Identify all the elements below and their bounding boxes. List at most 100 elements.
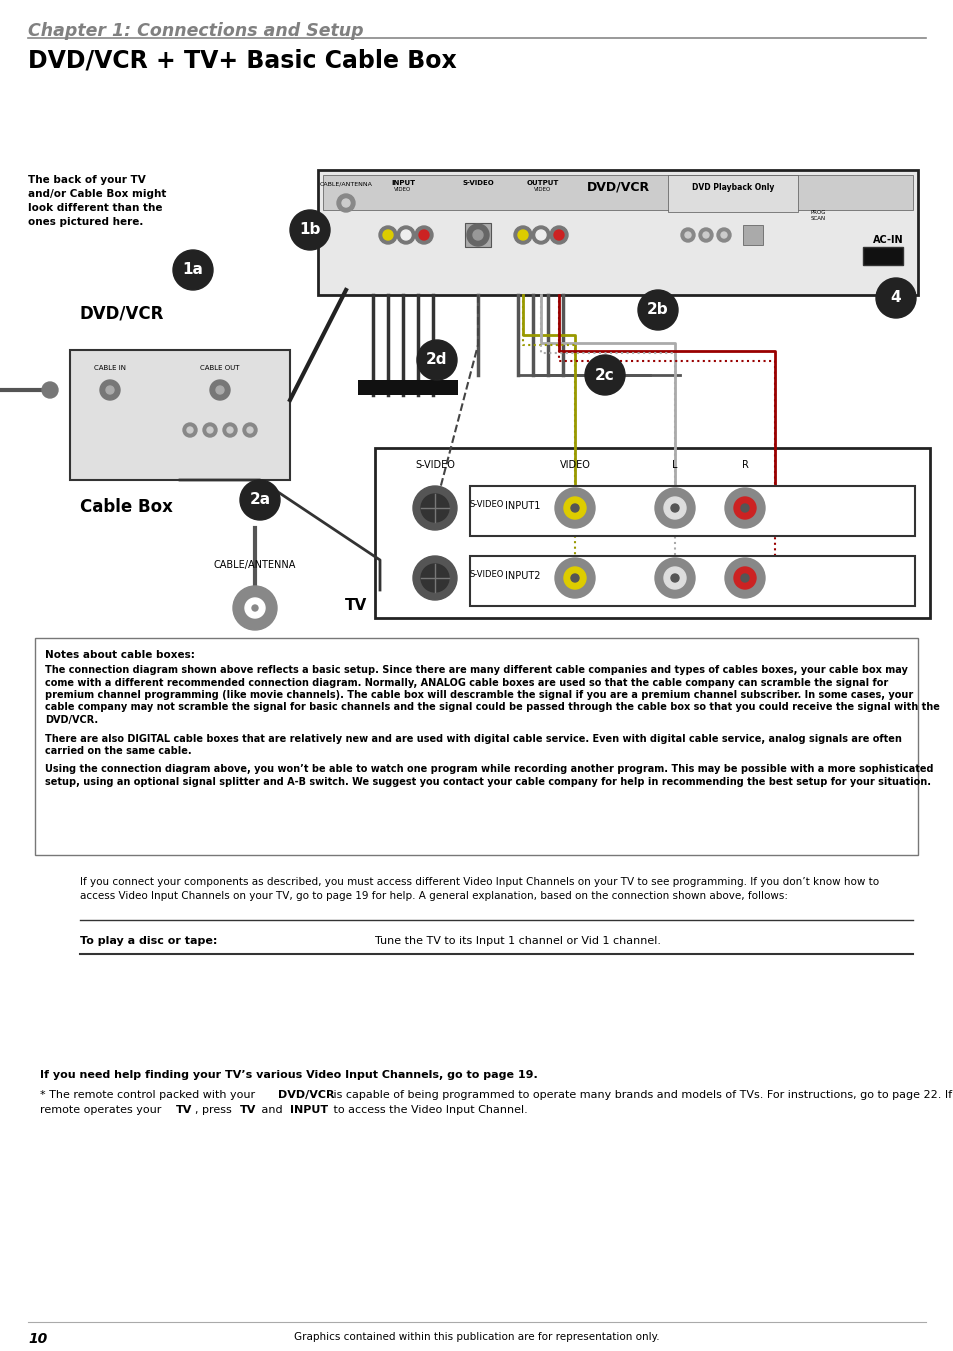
Circle shape bbox=[536, 230, 545, 240]
Circle shape bbox=[223, 423, 236, 436]
Text: 10: 10 bbox=[28, 1332, 48, 1346]
Text: CABLE/ANTENNA: CABLE/ANTENNA bbox=[319, 182, 372, 186]
Text: remote operates your: remote operates your bbox=[40, 1105, 165, 1115]
Text: cable company may not scramble the signal for basic channels and the signal coul: cable company may not scramble the signa… bbox=[45, 703, 939, 712]
Text: DVD/VCR: DVD/VCR bbox=[80, 305, 164, 323]
Circle shape bbox=[203, 423, 216, 436]
Text: Tune the TV to its Input 1 channel or Vid 1 channel.: Tune the TV to its Input 1 channel or Vi… bbox=[375, 936, 660, 946]
Circle shape bbox=[243, 423, 256, 436]
Text: INPUT: INPUT bbox=[391, 180, 415, 186]
Text: access Video Input Channels on your TV, go to page 19 for help. A general explan: access Video Input Channels on your TV, … bbox=[80, 892, 787, 901]
Text: VIDEO: VIDEO bbox=[559, 459, 590, 470]
Circle shape bbox=[638, 290, 678, 330]
Text: setup, using an optional signal splitter and A-B switch. We suggest you contact : setup, using an optional signal splitter… bbox=[45, 777, 930, 788]
Circle shape bbox=[571, 504, 578, 512]
Bar bbox=[742, 226, 762, 245]
Circle shape bbox=[724, 488, 764, 528]
Bar bbox=[317, 170, 917, 295]
Text: PROG
SCAN: PROG SCAN bbox=[809, 209, 825, 220]
Circle shape bbox=[252, 605, 257, 611]
Text: VIDEO: VIDEO bbox=[394, 186, 411, 192]
Circle shape bbox=[183, 423, 196, 436]
Circle shape bbox=[514, 226, 532, 245]
Circle shape bbox=[341, 199, 350, 207]
Text: , press: , press bbox=[194, 1105, 235, 1115]
Circle shape bbox=[467, 224, 489, 246]
Text: premium channel programming (like movie channels). The cable box will descramble: premium channel programming (like movie … bbox=[45, 690, 912, 700]
Text: INPUT: INPUT bbox=[290, 1105, 328, 1115]
Text: Chapter 1: Connections and Setup: Chapter 1: Connections and Setup bbox=[28, 22, 363, 41]
Circle shape bbox=[663, 497, 685, 519]
Circle shape bbox=[247, 427, 253, 434]
Bar bbox=[464, 223, 491, 247]
Circle shape bbox=[532, 226, 550, 245]
Circle shape bbox=[382, 230, 393, 240]
Text: DVD/VCR + TV+ Basic Cable Box: DVD/VCR + TV+ Basic Cable Box bbox=[28, 49, 456, 72]
Text: 2a: 2a bbox=[249, 493, 271, 508]
Text: TV: TV bbox=[344, 598, 367, 613]
Circle shape bbox=[702, 232, 708, 238]
Text: If you connect your components as described, you must access different Video Inp: If you connect your components as descri… bbox=[80, 877, 879, 888]
Circle shape bbox=[517, 230, 527, 240]
Text: TV: TV bbox=[175, 1105, 193, 1115]
Circle shape bbox=[720, 232, 726, 238]
Circle shape bbox=[420, 494, 449, 521]
Circle shape bbox=[215, 386, 224, 394]
Bar bbox=[357, 380, 457, 394]
Circle shape bbox=[740, 504, 748, 512]
Circle shape bbox=[210, 380, 230, 400]
Text: The connection diagram shown above reflects a basic setup. Since there are many : The connection diagram shown above refle… bbox=[45, 665, 907, 676]
Circle shape bbox=[336, 195, 355, 212]
Circle shape bbox=[670, 574, 679, 582]
Text: If you need help finding your TV’s various Video Input Channels, go to page 19.: If you need help finding your TV’s vario… bbox=[40, 1070, 537, 1079]
Circle shape bbox=[655, 488, 695, 528]
Circle shape bbox=[550, 226, 567, 245]
Text: 2d: 2d bbox=[426, 353, 447, 367]
Text: R: R bbox=[740, 459, 748, 470]
Text: OUTPUT: OUTPUT bbox=[526, 180, 558, 186]
Circle shape bbox=[396, 226, 415, 245]
Bar bbox=[35, 638, 917, 855]
Text: CABLE IN: CABLE IN bbox=[94, 365, 126, 372]
Bar bbox=[323, 176, 912, 209]
Circle shape bbox=[207, 427, 213, 434]
Circle shape bbox=[473, 230, 482, 240]
Circle shape bbox=[563, 497, 585, 519]
Bar bbox=[375, 449, 929, 617]
Circle shape bbox=[378, 226, 396, 245]
Text: There are also DIGITAL cable boxes that are relatively new and are used with dig: There are also DIGITAL cable boxes that … bbox=[45, 734, 901, 743]
Circle shape bbox=[733, 567, 755, 589]
Circle shape bbox=[717, 228, 730, 242]
Circle shape bbox=[680, 228, 695, 242]
Text: DVD/VCR.: DVD/VCR. bbox=[45, 715, 98, 725]
Text: 2c: 2c bbox=[595, 367, 615, 382]
Bar bbox=[667, 176, 797, 212]
Circle shape bbox=[106, 386, 113, 394]
Circle shape bbox=[584, 355, 624, 394]
Circle shape bbox=[733, 497, 755, 519]
Circle shape bbox=[563, 567, 585, 589]
Circle shape bbox=[42, 382, 58, 399]
Text: DVD/VCR: DVD/VCR bbox=[277, 1090, 335, 1100]
Circle shape bbox=[172, 250, 213, 290]
Text: Cable Box: Cable Box bbox=[80, 499, 172, 516]
Text: DVD Playback Only: DVD Playback Only bbox=[691, 182, 774, 192]
Text: Using the connection diagram above, you won’t be able to watch one program while: Using the connection diagram above, you … bbox=[45, 765, 933, 774]
Circle shape bbox=[420, 563, 449, 592]
Text: To play a disc or tape:: To play a disc or tape: bbox=[80, 936, 217, 946]
Text: 1b: 1b bbox=[299, 223, 320, 238]
Circle shape bbox=[240, 480, 280, 520]
Circle shape bbox=[413, 486, 456, 530]
Circle shape bbox=[187, 427, 193, 434]
Text: L: L bbox=[672, 459, 677, 470]
Circle shape bbox=[100, 380, 120, 400]
Text: CABLE/ANTENNA: CABLE/ANTENNA bbox=[213, 561, 295, 570]
Text: S-VIDEO: S-VIDEO bbox=[415, 459, 455, 470]
Text: S-VIDEO: S-VIDEO bbox=[470, 500, 504, 509]
Text: TV: TV bbox=[240, 1105, 256, 1115]
Circle shape bbox=[416, 340, 456, 380]
Text: DVD/VCR: DVD/VCR bbox=[586, 180, 649, 193]
Circle shape bbox=[555, 558, 595, 598]
Bar bbox=[470, 557, 914, 607]
Circle shape bbox=[400, 230, 411, 240]
